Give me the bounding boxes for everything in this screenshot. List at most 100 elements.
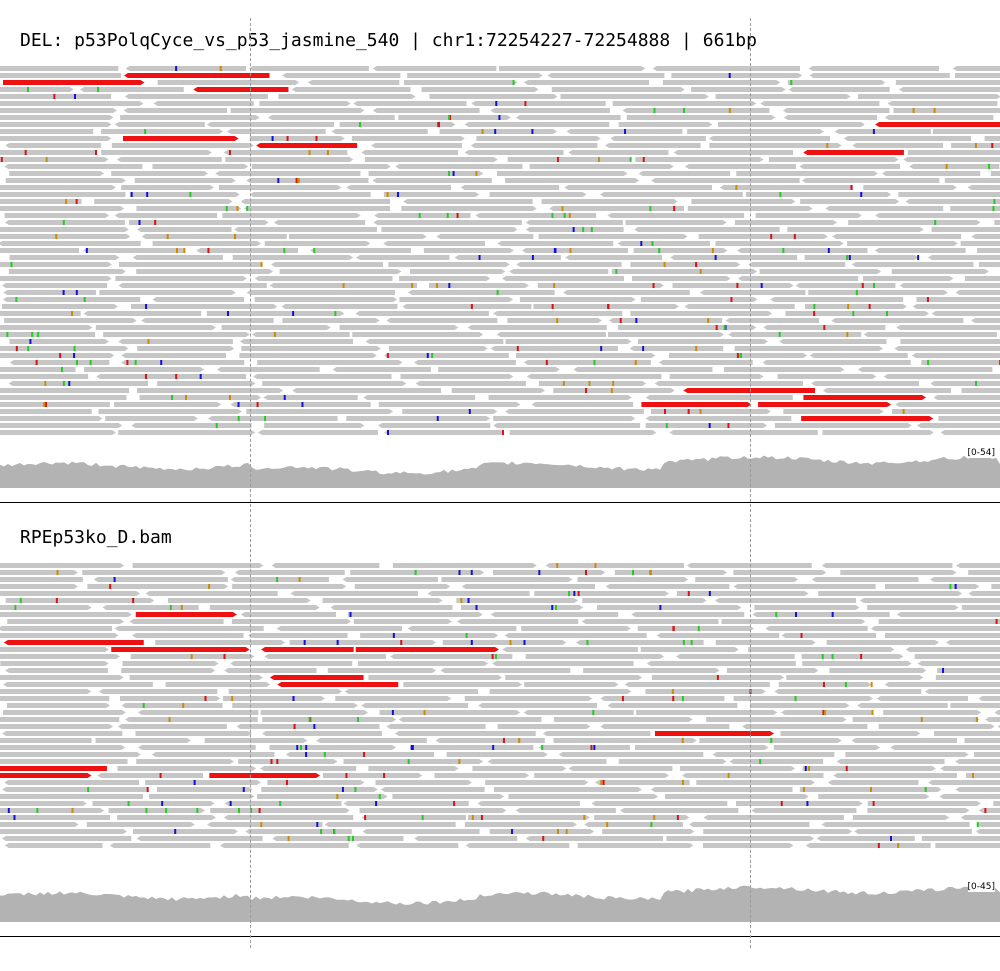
read xyxy=(811,381,919,386)
mismatch-mark xyxy=(166,234,169,239)
read xyxy=(709,143,842,148)
read xyxy=(0,717,120,722)
mismatch-mark xyxy=(336,794,339,799)
mismatch-mark xyxy=(423,710,426,715)
read xyxy=(471,101,606,106)
read xyxy=(111,143,254,148)
mismatch-mark xyxy=(852,311,855,316)
read xyxy=(152,297,245,302)
read xyxy=(290,591,418,596)
mismatch-mark xyxy=(708,591,711,596)
mismatch-mark xyxy=(182,703,185,708)
mismatch-mark xyxy=(695,346,698,351)
read xyxy=(0,633,119,638)
read xyxy=(224,668,317,673)
mismatch-mark xyxy=(44,402,47,407)
read xyxy=(101,129,224,134)
mismatch-mark xyxy=(708,423,711,428)
read xyxy=(676,654,795,659)
mismatch-mark xyxy=(386,353,389,358)
read xyxy=(238,759,338,764)
read xyxy=(277,682,399,687)
mismatch-mark xyxy=(823,325,826,330)
mismatch-mark xyxy=(682,640,685,645)
read xyxy=(671,73,803,78)
read xyxy=(752,612,890,617)
read xyxy=(414,360,516,365)
read xyxy=(3,290,96,295)
mismatch-mark xyxy=(326,150,329,155)
read xyxy=(0,122,112,127)
mismatch-mark xyxy=(225,206,228,211)
mismatch-mark xyxy=(287,836,290,841)
read xyxy=(215,171,361,176)
read xyxy=(883,710,982,715)
mismatch-mark xyxy=(845,766,848,771)
read xyxy=(637,339,769,344)
mismatch-mark xyxy=(949,584,952,589)
read xyxy=(136,227,232,232)
mismatch-mark xyxy=(161,801,164,806)
mismatch-mark xyxy=(555,605,558,610)
mismatch-mark xyxy=(531,129,534,134)
read xyxy=(372,66,497,71)
read xyxy=(3,710,126,715)
read xyxy=(582,598,707,603)
mismatch-mark xyxy=(933,108,936,113)
read xyxy=(251,332,350,337)
read xyxy=(0,724,114,729)
mismatch-mark xyxy=(640,241,643,246)
read xyxy=(134,178,236,183)
panel-separator xyxy=(0,502,1000,503)
mismatch-mark xyxy=(453,801,456,806)
mismatch-mark xyxy=(132,598,135,603)
read xyxy=(353,619,452,624)
read xyxy=(801,654,904,659)
read xyxy=(465,843,570,848)
read xyxy=(0,752,141,757)
read xyxy=(857,94,1000,99)
mismatch-mark xyxy=(87,787,90,792)
mismatch-mark xyxy=(199,374,202,379)
mismatch-mark xyxy=(165,808,168,813)
mismatch-mark xyxy=(629,157,632,162)
read xyxy=(734,220,837,225)
read xyxy=(896,612,1000,617)
read xyxy=(464,822,577,827)
read xyxy=(372,178,492,183)
read xyxy=(93,577,228,582)
mismatch-mark xyxy=(55,598,58,603)
read xyxy=(5,143,101,148)
mismatch-mark xyxy=(871,710,874,715)
mismatch-mark xyxy=(411,283,414,288)
read xyxy=(818,591,963,596)
read xyxy=(0,612,132,617)
read xyxy=(361,703,469,708)
mismatch-mark xyxy=(258,808,261,813)
read xyxy=(461,605,584,610)
read xyxy=(652,66,801,71)
read xyxy=(891,269,989,274)
read xyxy=(576,640,704,645)
mismatch-mark xyxy=(426,353,429,358)
read xyxy=(637,626,755,631)
mismatch-mark xyxy=(74,94,77,99)
mismatch-mark xyxy=(352,836,355,841)
read xyxy=(0,409,92,414)
mismatch-mark xyxy=(491,654,494,659)
mismatch-mark xyxy=(790,80,793,85)
read xyxy=(257,794,388,799)
read xyxy=(966,773,1000,778)
mismatch-mark xyxy=(917,255,920,260)
mismatch-mark xyxy=(872,129,875,134)
mismatch-mark xyxy=(14,605,17,610)
mismatch-mark xyxy=(36,808,39,813)
read xyxy=(935,843,1000,848)
read xyxy=(394,731,536,736)
mismatch-mark xyxy=(593,360,596,365)
read xyxy=(625,220,727,225)
read xyxy=(0,227,129,232)
read xyxy=(851,262,974,267)
read xyxy=(132,563,264,568)
read xyxy=(256,143,358,148)
